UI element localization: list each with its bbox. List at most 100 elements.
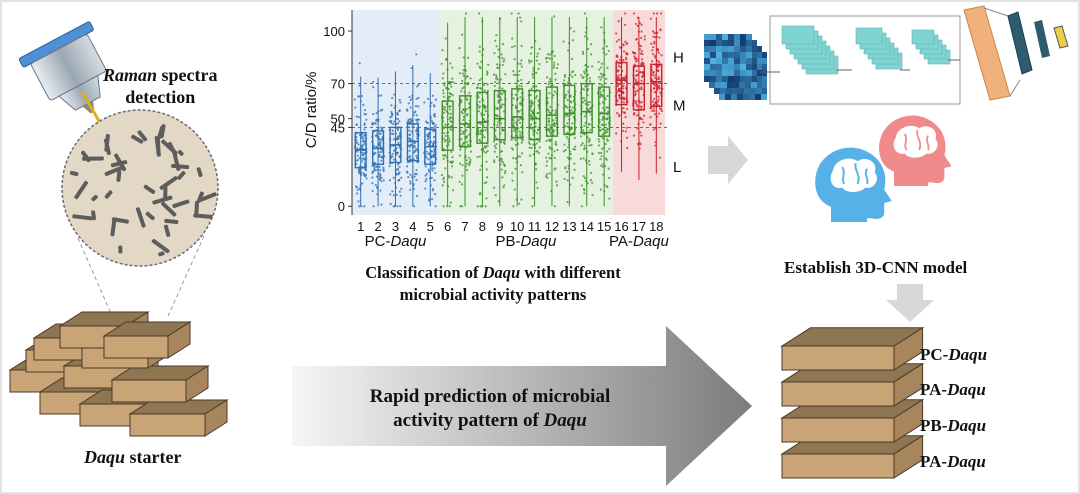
data-point [407, 144, 411, 147]
data-point [532, 85, 535, 88]
data-point [530, 104, 533, 107]
data-point [563, 143, 566, 146]
data-point [520, 59, 523, 62]
data-point [413, 150, 416, 153]
data-point [400, 187, 403, 190]
data-point [424, 180, 427, 183]
data-point [546, 53, 549, 56]
data-point [548, 53, 552, 56]
data-point [434, 98, 438, 101]
data-point [497, 95, 500, 99]
data-point [395, 153, 398, 156]
data-point [449, 116, 452, 119]
data-point [622, 98, 625, 101]
data-point [564, 114, 568, 117]
data-point [569, 100, 572, 103]
data-point [478, 50, 481, 53]
data-point [537, 152, 540, 155]
data-point [492, 186, 496, 189]
data-point [553, 150, 556, 153]
arrow-right-icon [708, 136, 748, 184]
data-point [459, 101, 463, 104]
data-point [388, 165, 391, 168]
data-point [389, 116, 392, 119]
data-point [535, 150, 538, 153]
data-point [624, 115, 627, 119]
data-point [599, 66, 603, 69]
microbe-rod [163, 183, 168, 199]
data-point [503, 142, 507, 145]
data-point [451, 189, 455, 192]
data-point [547, 117, 551, 120]
data-point [360, 135, 363, 138]
output-layer [1053, 25, 1069, 49]
data-point [423, 101, 426, 104]
data-point [636, 89, 639, 92]
data-point [583, 72, 587, 75]
data-point [591, 65, 594, 68]
box [528, 89, 541, 141]
data-point [476, 62, 479, 65]
data-point [364, 175, 367, 178]
data-point [476, 205, 479, 208]
data-point [373, 145, 376, 148]
data-point [442, 157, 445, 160]
data-point [442, 95, 445, 98]
data-point [548, 123, 551, 126]
box [476, 91, 489, 144]
data-point [393, 120, 396, 123]
data-point [380, 179, 383, 183]
data-point [409, 188, 412, 191]
data-point [659, 28, 662, 31]
data-point [626, 53, 629, 56]
data-point [362, 172, 365, 175]
data-point [449, 128, 452, 131]
data-point [586, 73, 590, 76]
data-point [397, 172, 401, 175]
data-point [486, 176, 489, 179]
data-point [564, 148, 567, 152]
data-point [400, 176, 403, 179]
data-point [600, 155, 603, 158]
x-tick-label: 1 [357, 219, 364, 234]
data-point [618, 97, 621, 100]
data-point [607, 49, 610, 53]
data-point [618, 94, 621, 97]
data-point [636, 59, 639, 62]
data-point [462, 132, 465, 135]
group-band [438, 10, 613, 215]
group-label: PB-Daqu [495, 233, 557, 250]
data-point [430, 160, 434, 163]
data-point [493, 161, 496, 164]
data-point [501, 93, 504, 96]
data-point [373, 161, 376, 164]
data-point [552, 64, 556, 67]
data-point [570, 126, 573, 129]
data-point [484, 110, 487, 113]
data-point [581, 100, 584, 104]
data-point [636, 114, 639, 117]
data-point [640, 134, 643, 137]
data-point [640, 36, 643, 39]
data-point [635, 57, 638, 60]
data-point [584, 102, 587, 105]
data-point [360, 160, 363, 163]
data-point [483, 182, 486, 185]
data-point [616, 100, 619, 103]
data-point [555, 180, 558, 183]
data-point [572, 30, 576, 33]
data-point [443, 82, 446, 85]
data-point [434, 124, 437, 127]
data-point [653, 109, 656, 113]
data-point [417, 83, 420, 86]
data-point [606, 139, 609, 143]
data-point [615, 32, 618, 35]
data-point [378, 165, 381, 168]
data-point [450, 176, 453, 179]
data-point [599, 93, 602, 96]
data-point [619, 90, 622, 93]
data-point [430, 101, 433, 104]
data-point [624, 40, 627, 43]
data-point [408, 133, 412, 136]
data-point [636, 127, 639, 130]
